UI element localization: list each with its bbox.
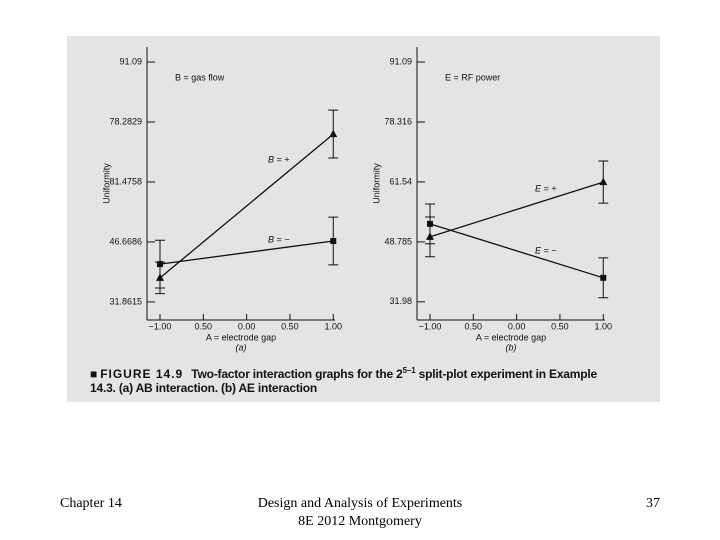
caption-line-2: 14.3. (a) AB interaction. (b) AE interac… — [90, 381, 318, 395]
x-axis-label: A = electrode gap — [206, 332, 276, 342]
caption-text: split-plot experiment in Example — [415, 367, 598, 381]
marker-square — [330, 238, 337, 245]
caption-sup: 5−1 — [402, 366, 416, 375]
series-line — [159, 240, 334, 265]
x-tick-label: 0.50 — [551, 321, 569, 331]
y-tick-label: 31.98 — [389, 296, 412, 306]
series-line — [429, 223, 604, 279]
marker-triangle — [329, 129, 338, 138]
x-tick-label: 1.00 — [595, 321, 613, 331]
footer-chapter: Chapter 14 — [60, 496, 122, 511]
y-tick-label: 78.316 — [384, 116, 412, 126]
caption-line-1: ■ FIGURE 14.9 Two-factor interaction grap… — [90, 366, 597, 381]
y-tick-label: 48.785 — [384, 236, 412, 246]
series-line — [159, 133, 334, 279]
y-tick-label: 46.6686 — [109, 236, 142, 246]
x-tick-label: 0.50 — [195, 321, 213, 331]
x-tick-label: −1.00 — [149, 321, 172, 331]
y-tick-label: 78.2829 — [109, 116, 142, 126]
x-tick-label: 0.50 — [465, 321, 483, 331]
x-tick-label: −1.00 — [419, 321, 442, 331]
caption-text: Two-factor interaction graphs for the 2 — [191, 367, 403, 381]
series-label: E = − — [535, 245, 557, 255]
chart-title: E = RF power — [445, 72, 500, 82]
y-tick-label: 91.09 — [389, 56, 412, 66]
chart-title: B = gas flow — [175, 72, 225, 82]
footer-page: 37 — [646, 496, 660, 511]
y-tick-label: 81.4758 — [109, 176, 142, 186]
series-label: E = + — [535, 183, 557, 193]
x-tick-label: 0.00 — [238, 321, 256, 331]
footer-title: Design and Analysis of Experiments — [257, 496, 463, 511]
marker-square — [156, 261, 163, 268]
panel-label: (a) — [236, 342, 247, 352]
x-axis-label: A = electrode gap — [476, 332, 546, 342]
x-tick-label: 0.50 — [281, 321, 299, 331]
y-axis-label: Uniformity — [101, 163, 111, 204]
marker-triangle — [599, 177, 608, 186]
x-tick-label: 0.00 — [508, 321, 526, 331]
y-tick-label: 31.8615 — [109, 296, 142, 306]
figure — [67, 36, 660, 402]
x-tick-label: 1.00 — [325, 321, 343, 331]
y-tick-label: 91.09 — [119, 56, 142, 66]
footer-author: 8E 2012 Montgomery — [298, 514, 422, 529]
series-line — [429, 181, 604, 238]
y-axis-label: Uniformity — [371, 163, 381, 204]
series-label: B = − — [268, 234, 290, 244]
series-label: B = + — [268, 154, 290, 164]
panel-label: (b) — [506, 342, 517, 352]
y-tick-label: 61.54 — [389, 176, 412, 186]
marker-square — [600, 274, 607, 281]
marker-square — [426, 220, 433, 227]
figure-label: FIGURE 14.9 — [100, 367, 184, 381]
